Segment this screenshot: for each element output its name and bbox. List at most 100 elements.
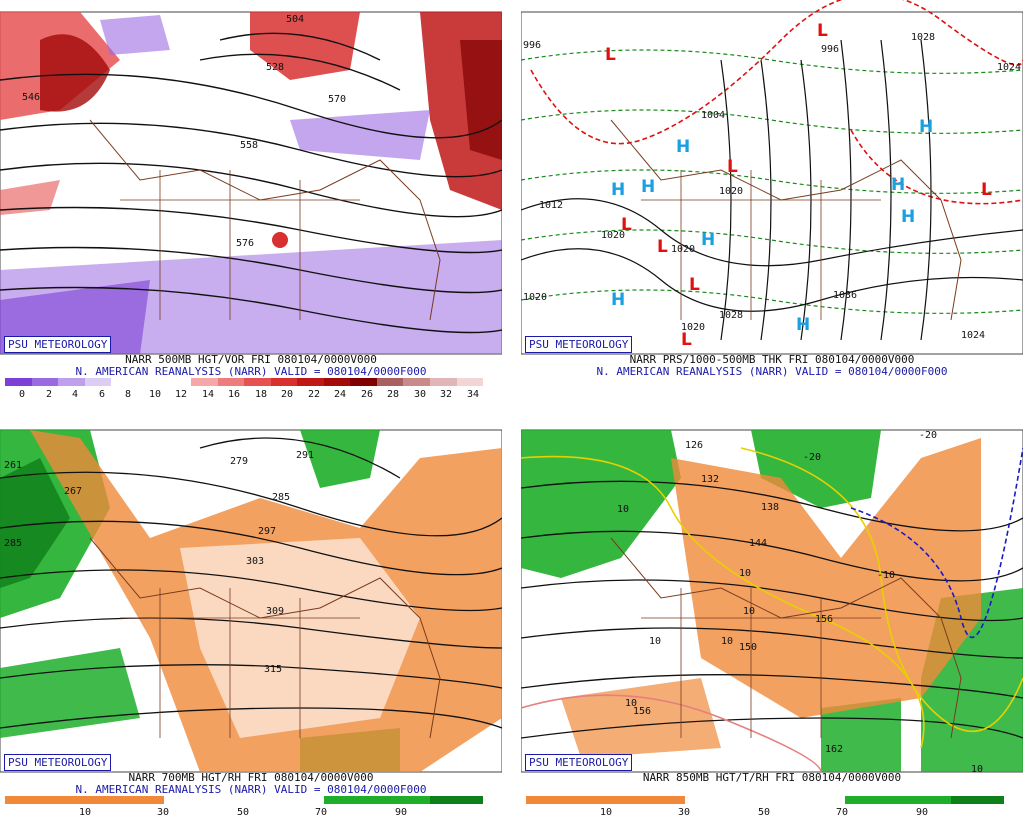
scale-tick: 50 bbox=[757, 807, 771, 818]
contour-label: 576 bbox=[236, 238, 254, 249]
scale-tick: 90 bbox=[394, 807, 408, 818]
scale-tick: 16 bbox=[227, 389, 241, 400]
high-pressure-symbol: H bbox=[796, 315, 810, 335]
contour-label: 285 bbox=[4, 538, 22, 549]
contour-label: 309 bbox=[266, 606, 284, 617]
map-500mb: 504 528 570 558 576 546 bbox=[0, 11, 502, 355]
panel-500mb-hgt-vor: 504 528 570 558 576 546 PSU METEOROLOGY … bbox=[0, 0, 502, 400]
contour-label: 1024 bbox=[997, 62, 1021, 73]
contour-label: 1020 bbox=[601, 230, 625, 241]
low-pressure-symbol: L bbox=[621, 215, 632, 235]
psu-meteorology-badge: PSU METEOROLOGY bbox=[4, 336, 112, 353]
high-pressure-symbol: H bbox=[701, 230, 715, 250]
contour-label: 504 bbox=[286, 14, 304, 25]
contour-label: 156 bbox=[633, 706, 651, 717]
scale-tick: 20 bbox=[280, 389, 294, 400]
contour-label: 546 bbox=[22, 92, 40, 103]
panel-850mb-hgt-t-rh: 126 132 138 144 150 156 156 162 -20 -20 … bbox=[521, 418, 1023, 818]
high-pressure-symbol: H bbox=[919, 117, 933, 137]
contour-label: 291 bbox=[296, 450, 314, 461]
contour-label: 1012 bbox=[539, 200, 563, 211]
contour-label: 528 bbox=[266, 62, 284, 73]
low-pressure-symbol: L bbox=[727, 157, 738, 177]
map-700mb: 279 291 267 285 297 303 309 315 261 285 bbox=[0, 429, 502, 773]
contour-label: 1020 bbox=[523, 292, 547, 303]
contour-label: 996 bbox=[523, 40, 541, 51]
contour-label: 297 bbox=[258, 526, 276, 537]
contour-label: 156 bbox=[815, 614, 833, 625]
scale-tick: 10 bbox=[148, 389, 162, 400]
high-pressure-symbol: H bbox=[901, 207, 915, 227]
caption-line-2: N. AMERICAN REANALYSIS (NARR) VALID = 08… bbox=[75, 365, 427, 378]
contour-label: 162 bbox=[825, 744, 843, 755]
scale-tick: 26 bbox=[360, 389, 374, 400]
map-850mb: 126 132 138 144 150 156 156 162 -20 -20 … bbox=[521, 429, 1023, 775]
contour-label: 144 bbox=[749, 538, 767, 549]
contour-label: 1028 bbox=[719, 310, 743, 321]
caption-line-2: N. AMERICAN REANALYSIS (NARR) VALID = 08… bbox=[596, 365, 948, 378]
scale-tick: 18 bbox=[254, 389, 268, 400]
scale-tick: 12 bbox=[174, 389, 188, 400]
scale-tick: 14 bbox=[201, 389, 215, 400]
contour-label: 279 bbox=[230, 456, 248, 467]
high-pressure-symbol: H bbox=[676, 137, 690, 157]
scale-tick: 8 bbox=[124, 389, 132, 400]
contour-label: 132 bbox=[701, 474, 719, 485]
contour-label: 138 bbox=[761, 502, 779, 513]
scale-tick: 30 bbox=[413, 389, 427, 400]
contour-label: 1020 bbox=[671, 244, 695, 255]
scale-tick: 6 bbox=[98, 389, 106, 400]
temperature-label: 10 bbox=[617, 504, 629, 515]
rh-scale-ticks: 10 30 50 70 90 bbox=[526, 807, 1004, 818]
psu-meteorology-badge: PSU METEOROLOGY bbox=[525, 336, 633, 353]
rh-color-scale bbox=[526, 796, 1004, 804]
temperature-label: 10 bbox=[971, 764, 983, 775]
temperature-label: 10 bbox=[721, 636, 733, 647]
scale-tick: 50 bbox=[236, 807, 250, 818]
low-pressure-symbol: L bbox=[681, 330, 692, 350]
vorticity-scale-ticks: 0 2 4 6 8 10 12 14 16 18 20 22 24 26 28 … bbox=[5, 389, 483, 400]
scale-tick: 32 bbox=[439, 389, 453, 400]
low-pressure-symbol: L bbox=[817, 21, 828, 41]
panel-700mb-hgt-rh: 279 291 267 285 297 303 309 315 261 285 … bbox=[0, 418, 502, 818]
contour-label: 261 bbox=[4, 460, 22, 471]
high-pressure-symbol: H bbox=[611, 290, 625, 310]
high-pressure-symbol: H bbox=[611, 180, 625, 200]
temperature-label: -20 bbox=[919, 430, 937, 441]
scale-tick: 70 bbox=[314, 807, 328, 818]
scale-tick: 34 bbox=[466, 389, 480, 400]
temperature-label: -20 bbox=[803, 452, 821, 463]
caption-line-1: NARR PRS/1000-500MB THK FRI 080104/0000V… bbox=[629, 353, 915, 366]
contour-label: 1004 bbox=[701, 110, 725, 121]
map-surface: 996 1028 1012 1020 1036 1028 1020 1020 9… bbox=[521, 0, 1023, 355]
scale-tick: 70 bbox=[835, 807, 849, 818]
scale-tick: 10 bbox=[78, 807, 92, 818]
scale-tick: 28 bbox=[386, 389, 400, 400]
contour-label: 1020 bbox=[719, 186, 743, 197]
scale-tick: 4 bbox=[71, 389, 79, 400]
temperature-label: 10 bbox=[743, 606, 755, 617]
high-pressure-symbol: H bbox=[641, 177, 655, 197]
contour-label: 570 bbox=[328, 94, 346, 105]
psu-meteorology-badge: PSU METEOROLOGY bbox=[525, 754, 633, 771]
vorticity-color-scale bbox=[5, 378, 484, 386]
low-pressure-symbol: L bbox=[981, 180, 992, 200]
rh-scale-ticks: 10 30 50 70 90 bbox=[5, 807, 483, 818]
scale-tick: 24 bbox=[333, 389, 347, 400]
contour-label: 558 bbox=[240, 140, 258, 151]
scale-tick: 10 bbox=[599, 807, 613, 818]
contour-label: 285 bbox=[272, 492, 290, 503]
panel-surface-pressure-thickness: 996 1028 1012 1020 1036 1028 1020 1020 9… bbox=[521, 0, 1023, 398]
caption-line-1: NARR 500MB HGT/VOR FRI 080104/0000V000 bbox=[125, 353, 377, 366]
contour-label: 126 bbox=[685, 440, 703, 451]
scale-tick: 30 bbox=[156, 807, 170, 818]
contour-label: 1020 bbox=[681, 322, 705, 333]
low-pressure-symbol: L bbox=[689, 275, 700, 295]
scale-tick: 90 bbox=[915, 807, 929, 818]
high-pressure-symbol: H bbox=[891, 175, 905, 195]
scale-tick: 22 bbox=[307, 389, 321, 400]
temperature-label: -10 bbox=[877, 570, 895, 581]
scale-tick: 2 bbox=[45, 389, 53, 400]
caption-line-2: N. AMERICAN REANALYSIS (NARR) VALID = 08… bbox=[75, 783, 427, 796]
contour-label: 315 bbox=[264, 664, 282, 675]
